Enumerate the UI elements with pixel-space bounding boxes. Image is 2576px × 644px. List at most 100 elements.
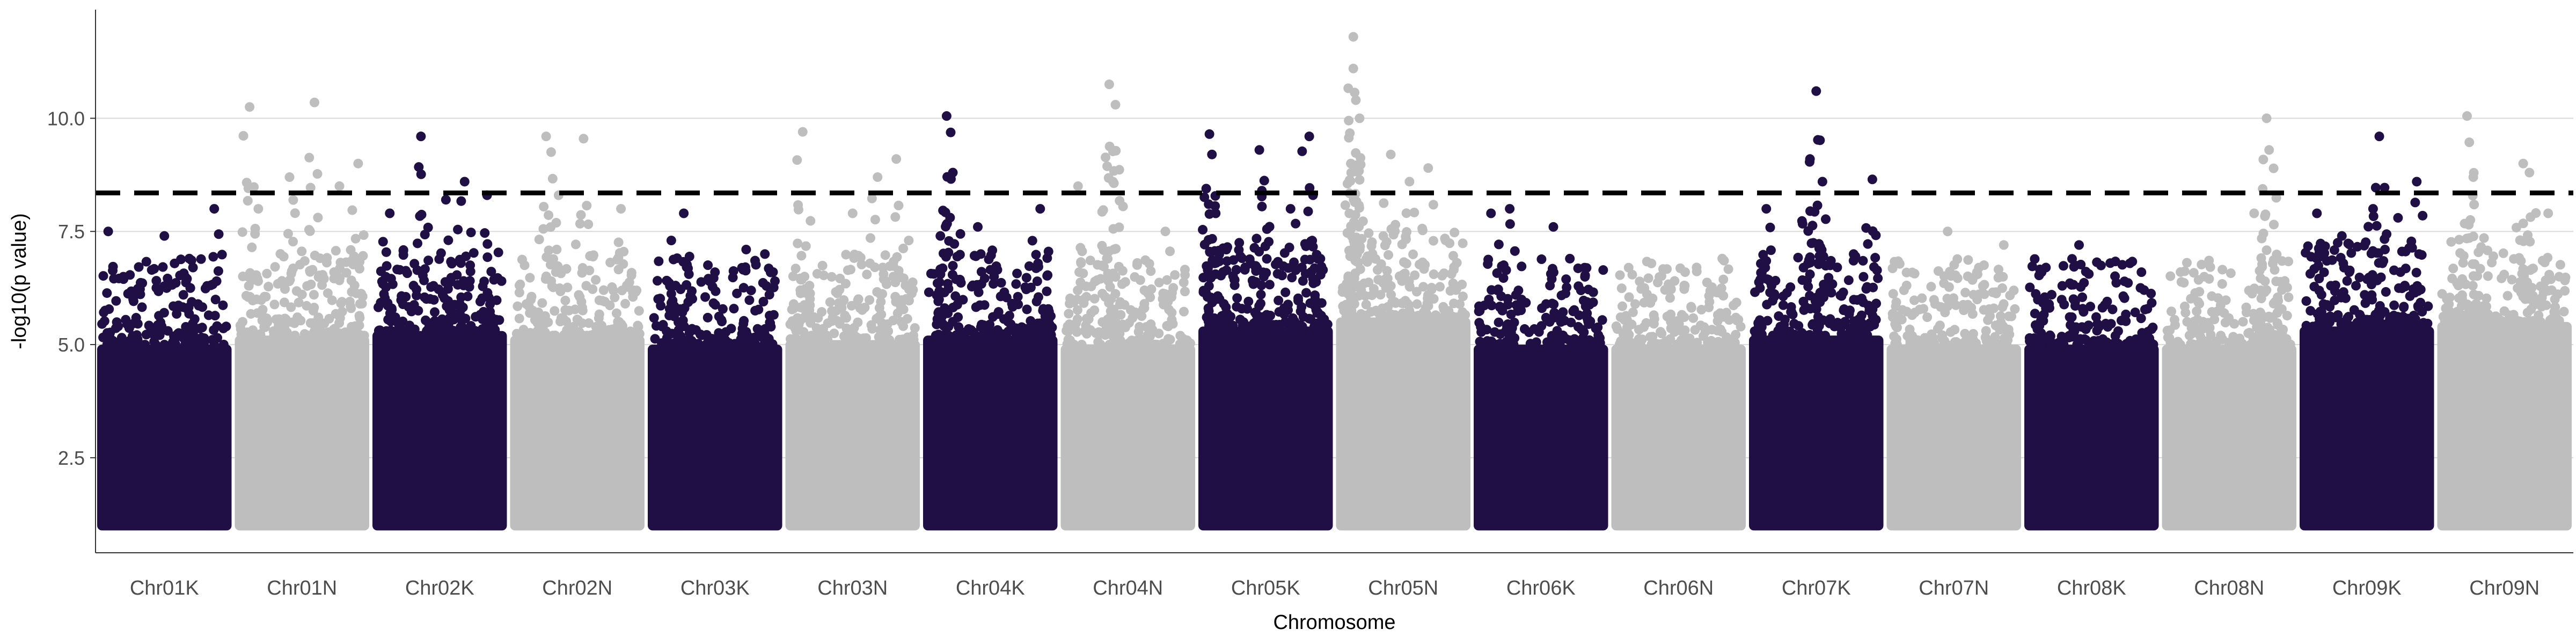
snp-point — [288, 264, 298, 274]
snp-point — [305, 226, 315, 236]
snp-point — [2308, 321, 2318, 332]
snp-point — [2464, 304, 2475, 314]
snp-point — [539, 202, 549, 212]
snp-point — [124, 323, 134, 333]
snp-point — [456, 196, 466, 206]
snp-point — [1283, 263, 1293, 273]
snp-point — [282, 331, 292, 341]
chromosome-point-cloud — [2437, 321, 2572, 531]
snp-point — [312, 169, 323, 179]
snp-point — [470, 326, 480, 336]
snp-point — [2260, 276, 2270, 287]
snp-point — [314, 270, 324, 281]
snp-point — [1382, 266, 1392, 276]
snp-point — [1762, 316, 1773, 326]
snp-point — [2165, 325, 2175, 335]
peak-snp-point — [1035, 204, 1045, 214]
snp-point — [238, 131, 248, 141]
snp-point — [2036, 340, 2046, 350]
x-tick-label: Chr09K — [2332, 577, 2402, 599]
snp-point — [1580, 270, 1590, 281]
snp-point — [1891, 297, 1901, 308]
snp-point — [910, 323, 920, 333]
snp-point — [1117, 266, 1128, 276]
snp-point — [1072, 305, 1082, 315]
snp-point — [2367, 270, 2377, 280]
snp-point — [1375, 290, 1386, 300]
snp-point — [1351, 166, 1361, 177]
snp-point — [1497, 305, 1507, 316]
snp-point — [1476, 322, 1486, 332]
snp-point — [867, 193, 877, 203]
peak-snp-point — [1211, 208, 1221, 218]
snp-point — [2316, 290, 2326, 300]
snp-point — [1210, 295, 1220, 305]
snp-point — [2488, 251, 2498, 261]
snp-point — [1373, 275, 1384, 285]
snp-point — [513, 301, 523, 311]
snp-point — [1798, 262, 1809, 273]
snp-point — [1646, 258, 1657, 268]
snp-point — [1124, 338, 1134, 348]
y-tick-label: 10.0 — [47, 107, 85, 129]
snp-point — [1591, 323, 1601, 333]
snp-point — [1428, 236, 1438, 246]
snp-point — [1835, 290, 1846, 301]
snp-point — [280, 284, 290, 294]
snp-point — [654, 256, 664, 266]
snp-point — [1042, 286, 1052, 296]
snp-point — [1313, 254, 1323, 264]
snp-point — [1401, 312, 1411, 323]
snp-point — [611, 308, 621, 318]
snp-point — [1234, 245, 1244, 255]
snp-point — [609, 286, 619, 296]
snp-point — [1223, 318, 1233, 328]
snp-point — [664, 310, 675, 320]
snp-point — [613, 265, 624, 275]
snp-point — [2314, 273, 2324, 283]
snp-point — [759, 329, 770, 339]
snp-point — [1658, 264, 1668, 274]
snp-point — [2109, 340, 2119, 350]
snp-point — [456, 314, 466, 325]
snp-point — [672, 340, 682, 350]
snp-point — [2193, 297, 2203, 307]
snp-point — [2410, 197, 2420, 208]
snp-point — [1394, 271, 1404, 281]
snp-point — [1547, 264, 1557, 274]
peak-snp-point — [1423, 163, 1433, 173]
snp-point — [1124, 318, 1134, 328]
x-axis-title: Chromosome — [1273, 611, 1395, 634]
snp-point — [2538, 288, 2549, 298]
snp-point — [2382, 229, 2392, 239]
snp-point — [172, 309, 182, 319]
snp-point — [102, 340, 112, 350]
snp-point — [1044, 319, 1055, 330]
snp-point — [1101, 152, 1111, 163]
snp-point — [264, 282, 274, 292]
snp-point — [1272, 269, 1283, 279]
snp-point — [2345, 265, 2355, 275]
snp-point — [2463, 317, 2473, 327]
peak-snp-point — [245, 102, 255, 112]
snp-point — [865, 295, 875, 305]
snp-point — [1353, 291, 1364, 301]
snp-point — [1307, 236, 1318, 246]
snp-point — [1429, 294, 1439, 304]
snp-point — [1663, 338, 1673, 348]
snp-point — [1214, 321, 1224, 332]
snp-point — [1597, 315, 1607, 325]
snp-point — [548, 331, 558, 341]
snp-point — [1574, 310, 1584, 320]
snp-point — [2336, 253, 2346, 263]
snp-point — [841, 313, 852, 323]
snp-point — [2038, 298, 2048, 308]
snp-point — [1642, 289, 1652, 299]
snp-point — [452, 270, 462, 280]
snp-point — [1279, 309, 1289, 319]
peak-snp-point — [353, 158, 363, 169]
snp-point — [1139, 299, 1150, 309]
snp-point — [1401, 231, 1411, 241]
snp-point — [1338, 301, 1348, 311]
snp-point — [577, 268, 587, 278]
